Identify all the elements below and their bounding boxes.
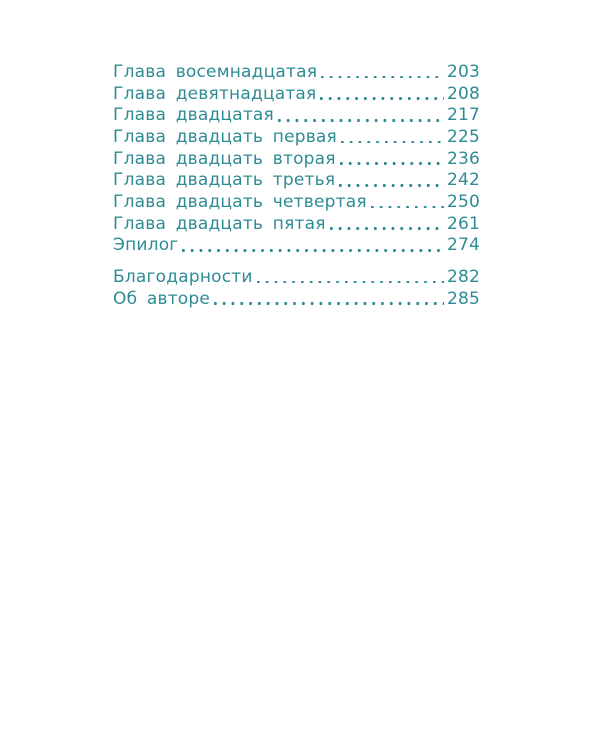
chapter-title: Глава двадцать четвертая <box>113 192 367 213</box>
chapter-title: Глава девятнадцатая <box>113 83 317 104</box>
chapter-title: Глава двадцать первая <box>113 127 337 148</box>
page-number: 250 <box>446 192 480 213</box>
toc-row: Глава двадцать третья 242 <box>113 170 480 192</box>
page-number: 208 <box>446 83 480 104</box>
toc-row: Глава двадцать первая 225 <box>113 127 480 149</box>
toc-row: Глава девятнадцатая 208 <box>113 84 480 106</box>
page-number: 236 <box>446 148 480 169</box>
toc-row: Об авторе 285 <box>113 289 480 311</box>
dot-leader <box>320 97 444 100</box>
page-number: 285 <box>446 288 480 309</box>
chapter-title: Об авторе <box>113 288 211 309</box>
table-of-contents: Глава восемнадцатая 203 Глава девятнадцата… <box>113 62 480 311</box>
dot-leader <box>256 280 444 284</box>
dot-leader <box>277 118 444 122</box>
dot-leader <box>339 162 444 165</box>
dot-leader <box>182 249 444 252</box>
chapter-title: Эпилог <box>113 235 179 256</box>
chapter-title: Глава двадцать вторая <box>113 148 336 169</box>
dot-leader <box>339 184 444 187</box>
dot-leader <box>340 140 444 144</box>
toc-row: Глава двадцать вторая 236 <box>113 149 480 171</box>
page-number: 242 <box>446 170 480 191</box>
page-number: 217 <box>446 105 480 126</box>
toc-row: Эпилог 274 <box>113 235 480 258</box>
chapter-title: Глава двадцать третья <box>113 170 336 191</box>
page-number: 274 <box>446 235 480 256</box>
dot-leader <box>214 302 444 306</box>
chapter-title: Глава двадцать пятая <box>113 213 326 234</box>
page-number: 282 <box>446 267 480 288</box>
dot-leader <box>329 227 444 230</box>
toc-backmatter-section: Благодарности 282 Об авторе 285 <box>113 267 480 310</box>
chapter-title: Благодарности <box>113 267 253 288</box>
toc-row: Глава восемнадцатая 203 <box>113 62 480 84</box>
toc-row: Глава двадцатая 217 <box>113 105 480 127</box>
toc-row: Благодарности 282 <box>113 267 480 289</box>
chapter-title: Глава двадцатая <box>113 105 274 126</box>
toc-chapters-section: Глава восемнадцатая 203 Глава девятнадцата… <box>113 62 480 257</box>
page-number: 225 <box>446 127 480 148</box>
chapter-title: Глава восемнадцатая <box>113 61 318 82</box>
toc-row: Глава двадцать пятая 261 <box>113 214 480 236</box>
toc-row: Глава двадцать четвертая 250 <box>113 192 480 214</box>
dot-leader <box>321 75 444 79</box>
page-number: 261 <box>446 213 480 234</box>
page-number: 203 <box>446 61 480 82</box>
dot-leader <box>370 205 444 209</box>
